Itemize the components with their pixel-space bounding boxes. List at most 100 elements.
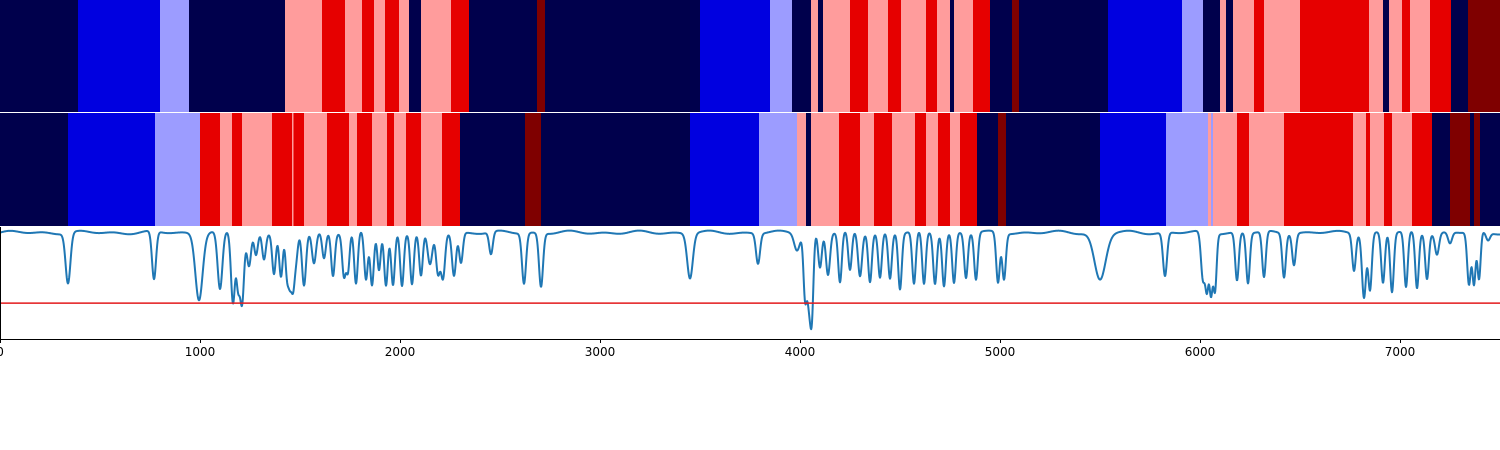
- track-2-segment-39: [1006, 113, 1100, 226]
- track-1-segment-52: [1468, 0, 1500, 112]
- track-1-segment-9: [385, 0, 399, 112]
- track-2-segment-1: [68, 113, 155, 226]
- track-1-segment-31: [954, 0, 973, 112]
- track-2-segment-57: [1474, 113, 1480, 226]
- track-2-segment-41: [1166, 113, 1208, 226]
- track-1-segment-2: [160, 0, 189, 112]
- x-tick-label-0: 0: [0, 345, 4, 359]
- track-2-segment-0: [0, 113, 68, 226]
- track-1-segment-29: [937, 0, 950, 112]
- track-1-segment-38: [1203, 0, 1220, 112]
- track-1-segment-36: [1108, 0, 1182, 112]
- track-2-segment-21: [525, 113, 541, 226]
- track-1-segment-49: [1410, 0, 1430, 112]
- track-2-segment-16: [394, 113, 406, 226]
- track-1-segment-14: [451, 0, 469, 112]
- track-1-segment-4: [285, 0, 322, 112]
- track-2-segment-43: [1211, 113, 1213, 226]
- track-2-segment-37: [977, 113, 998, 226]
- track-2-segment-18: [421, 113, 442, 226]
- track-1-segment-28: [926, 0, 937, 112]
- track-1-segment-13: [423, 0, 451, 112]
- track-2-segment-27: [811, 113, 839, 226]
- track-1-segment-27: [901, 0, 926, 112]
- track-2-segment-5: [232, 113, 242, 226]
- track-2-segment-12: [349, 113, 357, 226]
- track-1-segment-33: [990, 0, 1012, 112]
- track-1-segment-34: [1012, 0, 1019, 112]
- track-2-segment-13: [357, 113, 372, 226]
- track-2-segment-40: [1100, 113, 1166, 226]
- x-tick-label-1: 1000: [185, 345, 216, 359]
- track-2-segment-31: [892, 113, 915, 226]
- track-2-segment-50: [1370, 113, 1384, 226]
- x-tick-label-7: 7000: [1385, 345, 1416, 359]
- track-2-segment-14: [372, 113, 387, 226]
- x-tick-label-4: 4000: [785, 345, 816, 359]
- track-1-segment-32: [973, 0, 990, 112]
- track-2-segment-36: [960, 113, 977, 226]
- track-2-segment-34: [938, 113, 950, 226]
- track-2-segment-52: [1392, 113, 1412, 226]
- track-1-segment-47: [1389, 0, 1402, 112]
- track-1-segment-8: [374, 0, 385, 112]
- track-1-segment-35: [1019, 0, 1108, 112]
- x-tick-label-6: 6000: [1185, 345, 1216, 359]
- track-2-segment-58: [1480, 113, 1500, 226]
- track-2-segment-23: [690, 113, 759, 226]
- track-2-segment-11: [327, 113, 349, 226]
- track-2-segment-6: [242, 113, 272, 226]
- track-1-segment-7: [362, 0, 374, 112]
- track-1-segment-18: [700, 0, 770, 112]
- track-1-segment-46: [1383, 0, 1389, 112]
- track-2-segment-48: [1353, 113, 1366, 226]
- track-1-segment-12: [421, 0, 423, 112]
- track-2-segment-51: [1384, 113, 1392, 226]
- track-1-segment-11: [409, 0, 421, 112]
- track-1-segment-50: [1430, 0, 1451, 112]
- track-2-segment-53: [1412, 113, 1432, 226]
- x-tick-label-2: 2000: [385, 345, 416, 359]
- track-2-segment-35: [950, 113, 960, 226]
- track-1-segment-51: [1451, 0, 1468, 112]
- track-1-segment-43: [1264, 0, 1300, 112]
- track-2-segment-24: [759, 113, 797, 226]
- track-1-segment-23: [823, 0, 850, 112]
- track-1-segment-42: [1254, 0, 1264, 112]
- track-1-segment-5: [322, 0, 345, 112]
- track-2-segment-38: [998, 113, 1006, 226]
- x-axis: 0 1000 2000 3000 4000 5000 6000 7000: [0, 227, 1500, 359]
- track-1-segment-41: [1233, 0, 1254, 112]
- track-1-segment-6: [345, 0, 362, 112]
- track-1-segment-15: [469, 0, 537, 112]
- track-1-segment-22: [818, 0, 823, 112]
- track-1-segment-40: [1226, 0, 1233, 112]
- track-2-segment-55: [1450, 113, 1470, 226]
- track-1-segment-26: [888, 0, 901, 112]
- track-1-segment-30: [950, 0, 954, 112]
- state-track-1: [0, 0, 1500, 112]
- track-2-segment-33: [926, 113, 938, 226]
- panel-separator-1: [0, 112, 1500, 113]
- track-1-segment-48: [1402, 0, 1410, 112]
- track-1-segment-24: [850, 0, 868, 112]
- track-2-segment-3: [200, 113, 220, 226]
- track-2-segment-19: [442, 113, 460, 226]
- track-2-segment-28: [839, 113, 860, 226]
- track-2-segment-10: [304, 113, 327, 226]
- track-2-segment-46: [1249, 113, 1284, 226]
- track-1-segment-20: [792, 0, 811, 112]
- track-1-segment-21: [811, 0, 818, 112]
- track-1-segment-37: [1182, 0, 1203, 112]
- track-2-segment-15: [387, 113, 394, 226]
- signal-panel: [0, 229, 1500, 331]
- track-1-segment-3: [189, 0, 285, 112]
- track-2-segment-42: [1208, 113, 1211, 226]
- track-1-segment-25: [868, 0, 888, 112]
- signal-line: [0, 229, 1500, 331]
- track-1-segment-44: [1300, 0, 1369, 112]
- track-1-segment-10: [399, 0, 409, 112]
- track-1-segment-1: [78, 0, 160, 112]
